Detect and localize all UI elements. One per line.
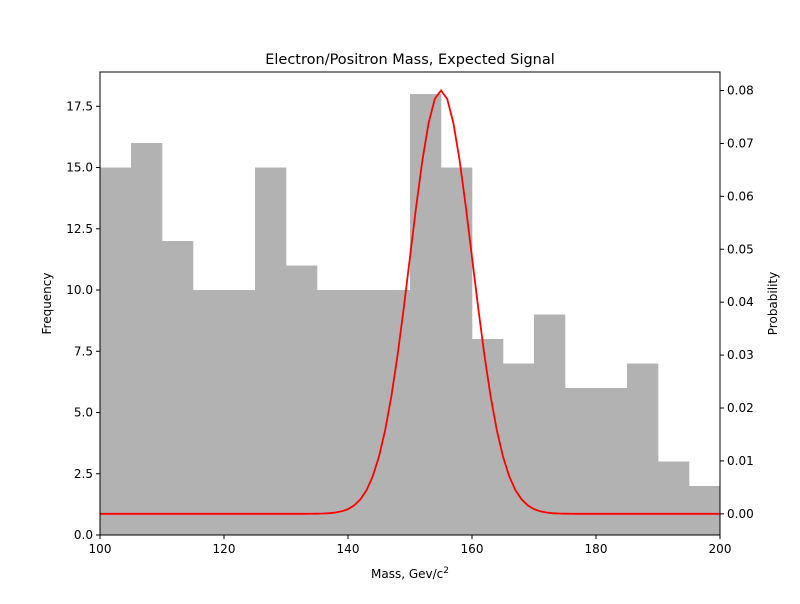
y2-tick-label: 0.01: [727, 454, 754, 468]
histogram-bar: [410, 94, 442, 536]
y2-tick-label: 0.04: [727, 295, 754, 309]
histogram-bars: [100, 94, 721, 536]
histogram-bar: [503, 363, 535, 535]
y-tick-label: 12.5: [66, 222, 93, 236]
y-axis-ticks: 0.0 2.5 5.0 7.5 10.0 12.5 15.0 17.5: [66, 99, 100, 542]
histogram-bar: [596, 388, 628, 535]
histogram-bar: [286, 265, 318, 535]
chart-title: Electron/Positron Mass, Expected Signal: [265, 52, 555, 68]
histogram-bar: [658, 461, 690, 535]
histogram-bar: [131, 143, 163, 535]
x-tick-label: 100: [89, 542, 112, 556]
histogram-bar: [689, 486, 721, 535]
histogram-bar: [379, 290, 411, 535]
x-tick-label: 180: [585, 542, 608, 556]
y2-axis-ticks: 0.00 0.01 0.02 0.03 0.04 0.05 0.06 0.07 0.08: [720, 84, 754, 521]
histogram-bar: [348, 290, 380, 535]
y2-tick-label: 0.08: [727, 84, 754, 98]
x-tick-label: 160: [461, 542, 484, 556]
y2-tick-label: 0.06: [727, 189, 754, 203]
histogram-bar: [224, 290, 256, 535]
y2-tick-label: 0.03: [727, 348, 754, 362]
histogram-bar: [162, 241, 194, 536]
x-axis-label: Mass, Gev/c2: [371, 566, 449, 581]
x-tick-label: 120: [213, 542, 236, 556]
histogram-bar: [255, 167, 287, 536]
y2-tick-label: 0.02: [727, 401, 754, 415]
probability-curve: [100, 89, 720, 515]
y2-tick-label: 0.00: [727, 507, 754, 521]
y-tick-label: 15.0: [66, 161, 93, 175]
y2-tick-label: 0.07: [727, 136, 754, 150]
y-tick-label: 0.0: [74, 528, 93, 542]
histogram-bar: [193, 290, 225, 535]
y-tick-label: 5.0: [74, 406, 93, 420]
y2-tick-label: 0.05: [727, 242, 754, 256]
y-tick-label: 7.5: [74, 344, 93, 358]
histogram-bar: [441, 167, 473, 536]
plot-frame: [99, 71, 721, 536]
y-tick-label: 10.0: [66, 283, 93, 297]
histogram-bar: [100, 167, 132, 536]
x-axis-ticks: 100 120 140 160 180 200: [89, 535, 732, 556]
x-tick-label: 140: [337, 542, 360, 556]
y-axis-label: Frequency: [40, 273, 54, 335]
histogram-bar: [317, 290, 349, 535]
y-tick-label: 2.5: [74, 467, 93, 481]
histogram-bar: [627, 363, 659, 535]
histogram-bar: [534, 314, 566, 535]
x-tick-label: 200: [709, 542, 732, 556]
y-tick-label: 17.5: [66, 99, 93, 113]
y2-axis-label: Probability: [766, 272, 780, 335]
histogram-bar: [565, 388, 597, 535]
